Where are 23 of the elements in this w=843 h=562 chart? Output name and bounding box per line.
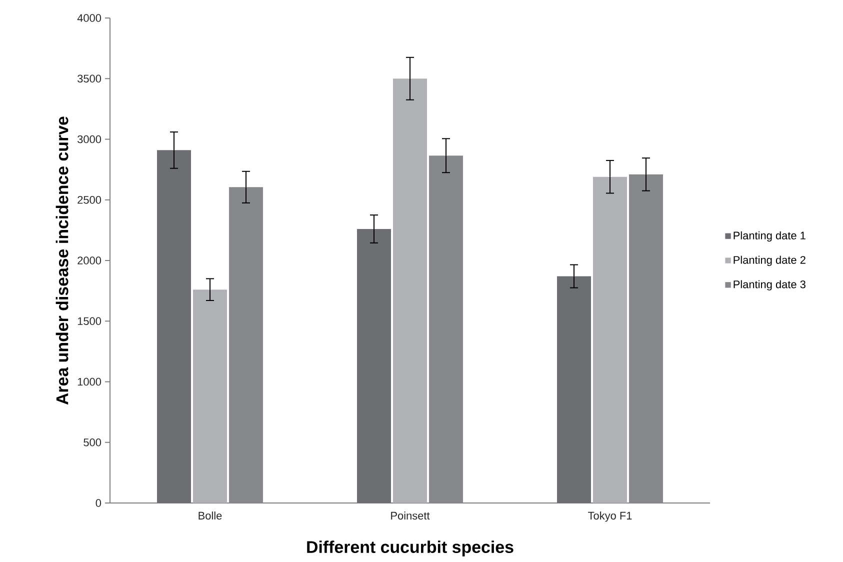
y-tick-label: 0 [96,499,102,507]
bar [393,78,428,503]
x-axis-title: Different cucurbit species [307,540,514,556]
y-tick-label: 2500 [78,196,102,204]
y-axis-title: Area under disease incidence curve [56,116,68,405]
x-tick-label: Poinsett [391,512,430,520]
x-tick-label: Bolle [198,512,222,520]
y-tick-label: 3000 [78,135,102,144]
y-tick-label: 1000 [78,378,102,386]
bar [557,276,592,503]
x-tick-label: Tokyo F1 [588,512,632,522]
bar [193,290,227,503]
legend-label: Planting date 2 [734,256,806,266]
bar [157,150,192,503]
bar [357,228,392,503]
bar [593,176,628,503]
y-tick-label: 500 [84,438,102,446]
legend-label: Planting date 1 [734,231,806,242]
legend-label: Planting date 3 [734,280,806,290]
y-tick-label: 3500 [78,74,102,83]
y-tick-label: 1500 [78,317,102,326]
y-tick-label: 4000 [77,14,102,22]
y-tick-label: 2000 [78,256,102,264]
